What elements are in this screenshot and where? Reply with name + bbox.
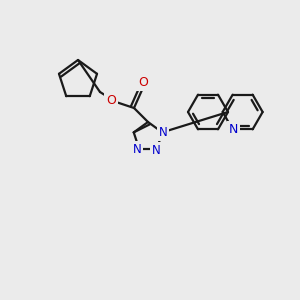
Text: N: N: [152, 144, 160, 157]
Text: N: N: [229, 123, 238, 136]
Text: O: O: [138, 76, 148, 89]
Text: N: N: [133, 142, 142, 156]
Text: N: N: [159, 126, 168, 139]
Text: O: O: [106, 94, 116, 106]
